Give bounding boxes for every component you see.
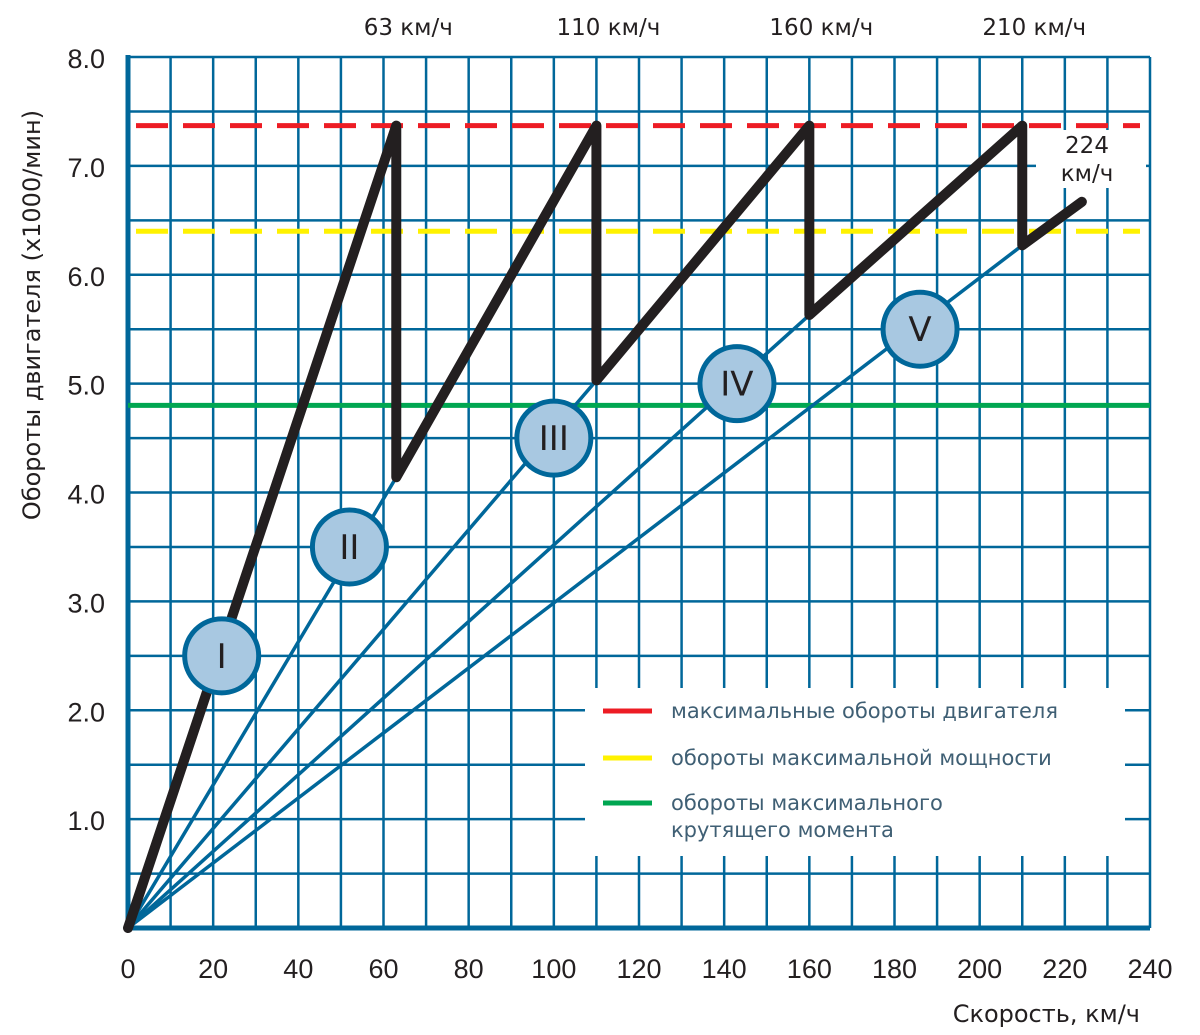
legend-label: максимальные обороты двигателя xyxy=(671,699,1058,723)
shift-path xyxy=(123,120,1087,933)
end-speed-value: 224 xyxy=(1065,133,1109,159)
gear-marker-IV: IV xyxy=(697,344,777,424)
gear-marker-circle xyxy=(697,344,777,424)
x-tick-label: 40 xyxy=(283,954,313,984)
gear-marker-circle xyxy=(182,616,262,696)
x-tick-label: 160 xyxy=(787,954,832,984)
legend-box xyxy=(585,688,1125,856)
shift-speed-label: 110 км/ч xyxy=(557,15,661,41)
x-tick-label: 180 xyxy=(872,954,917,984)
y-tick-label: 6.0 xyxy=(67,262,105,292)
x-tick-label: 140 xyxy=(702,954,747,984)
end-speed-label: 224 км/ч xyxy=(1036,130,1146,188)
y-tick-label: 5.0 xyxy=(67,371,105,401)
gear-marker-label: IV xyxy=(720,365,753,405)
gear-line-IV xyxy=(126,313,811,930)
x-axis-title: Скорость, км/ч xyxy=(953,1000,1140,1028)
gear-line-III xyxy=(126,379,598,930)
gear-marker-V: V xyxy=(880,289,960,369)
x-tick-label: 20 xyxy=(198,954,228,984)
end-speed-unit: км/ч xyxy=(1061,161,1114,187)
x-tick-label: 240 xyxy=(1127,954,1172,984)
y-tick-label: 7.0 xyxy=(67,153,105,183)
shift-path-line xyxy=(123,120,1087,933)
x-tick-label: 0 xyxy=(120,954,135,984)
gear-marker-III: III xyxy=(514,398,594,478)
x-tick-label: 220 xyxy=(1042,954,1087,984)
y-axis-title: Обороты двигателя (x1000/мин) xyxy=(18,110,46,520)
gear-marker-circle xyxy=(514,398,594,478)
y-tick-label: 4.0 xyxy=(67,480,105,510)
gear-marker-II: II xyxy=(309,507,389,587)
shift-speed-label: 160 км/ч xyxy=(769,15,873,41)
legend-label: обороты максимального xyxy=(671,791,943,815)
y-tick-label: 2.0 xyxy=(67,697,105,727)
gear-marker-label: III xyxy=(539,419,569,459)
gear-marker-label: V xyxy=(908,310,931,350)
shift-speed-label: 63 км/ч xyxy=(364,15,453,41)
gear-lines xyxy=(126,243,1024,930)
gear-marker-circle xyxy=(880,289,960,369)
x-tick-label: 80 xyxy=(454,954,484,984)
legend-label: крутящего момента xyxy=(671,818,894,842)
legend-label: обороты максимальной мощности xyxy=(671,746,1052,770)
gear-marker-circle xyxy=(309,507,389,587)
labels: Обороты двигателя (x1000/мин) Скорость, … xyxy=(18,15,1173,1028)
shift-speed-label: 210 км/ч xyxy=(982,15,1086,41)
gear-line-V xyxy=(126,243,1024,930)
gear-marker-I: I xyxy=(182,616,262,696)
x-tick-label: 200 xyxy=(957,954,1002,984)
x-tick-label: 100 xyxy=(531,954,576,984)
x-tick-label: 120 xyxy=(616,954,661,984)
legend: максимальные обороты двигателя обороты ма… xyxy=(585,688,1125,856)
y-tick-label: 3.0 xyxy=(67,588,105,618)
gear-marker-label: II xyxy=(339,528,359,568)
gear-marker-label: I xyxy=(217,637,227,677)
y-tick-label: 1.0 xyxy=(67,806,105,836)
y-tick-label: 8.0 xyxy=(67,44,105,74)
x-tick-label: 60 xyxy=(368,954,398,984)
